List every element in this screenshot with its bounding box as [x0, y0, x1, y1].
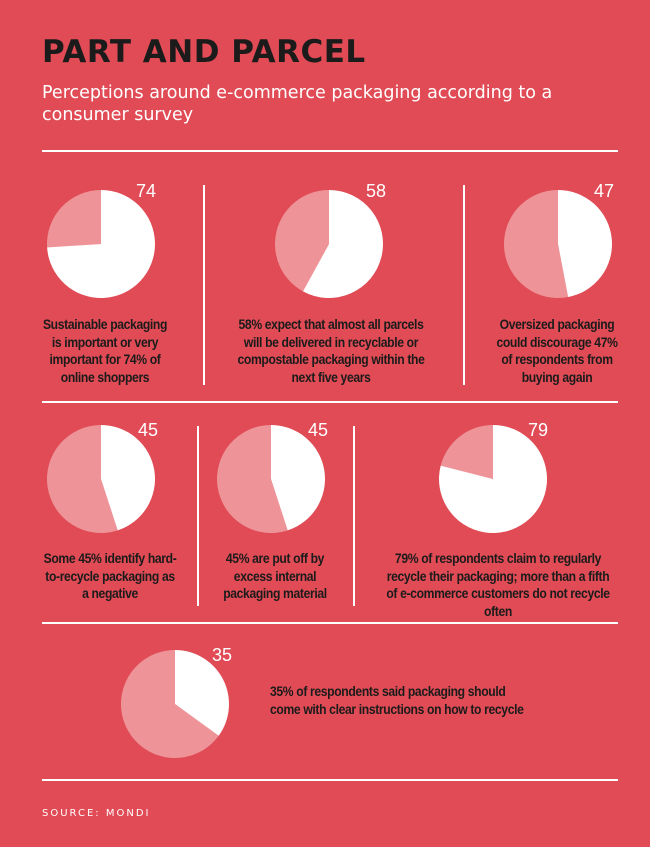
pie-value-label: 74 — [136, 181, 157, 201]
pie-caption: 45% are put off by excess internal packa… — [223, 551, 327, 601]
pie-caption: Oversized packaging could discourage 47%… — [496, 317, 618, 385]
pie-chart-excess-packaging — [217, 425, 325, 533]
pie-slice-remainder — [440, 425, 493, 479]
pie-slice-value — [271, 425, 325, 531]
pie-caption: 58% expect that almost all parcels will … — [237, 317, 425, 385]
divider-vertical-4 — [353, 426, 355, 606]
pie-slice-remainder — [121, 650, 219, 758]
source-note: SOURCE: MONDI — [42, 808, 151, 819]
pie-slice-value — [175, 650, 229, 736]
pie-slice-remainder — [504, 190, 569, 298]
pie-value-label: 79 — [528, 420, 549, 440]
pie-chart-recyclable-expectation — [275, 190, 383, 298]
pie-value-label: 45 — [308, 420, 329, 440]
divider-row2 — [42, 622, 618, 624]
pie-value-label: 58 — [366, 181, 387, 201]
pie-slice-remainder — [47, 190, 101, 248]
pie-slice-value — [101, 425, 156, 531]
pie-slice-remainder — [217, 425, 288, 533]
divider-row1 — [42, 401, 618, 403]
pie-caption: 79% of respondents claim to regularly re… — [386, 551, 610, 619]
pie-slice-value — [302, 190, 383, 298]
pie-slice-value — [558, 190, 612, 298]
pie-chart-clear-instructions — [121, 650, 229, 758]
divider-top — [42, 150, 618, 152]
pie-value-label: 47 — [594, 181, 615, 201]
pie-chart-sustainable — [47, 190, 156, 298]
pie-slice-remainder — [275, 190, 329, 292]
pie-chart-hard-to-recycle — [47, 425, 156, 533]
divider-bottom — [42, 779, 618, 781]
pie-caption: Some 45% identify hard-to-recycle packag… — [43, 551, 177, 601]
divider-vertical-2 — [463, 185, 465, 385]
page-title: PART AND PARCEL — [42, 34, 366, 70]
pie-caption: Sustainable packaging is important or ve… — [42, 317, 168, 385]
pie-chart-oversized — [504, 190, 612, 298]
pie-chart-recycle-regularly — [439, 425, 547, 533]
divider-vertical-3 — [197, 426, 199, 606]
pie-value-label: 45 — [138, 420, 159, 440]
pie-value-label: 35 — [212, 645, 233, 665]
pie-slice-remainder — [47, 425, 118, 533]
pie-slice-value — [47, 190, 156, 298]
pie-caption: 35% of respondents said packaging should… — [270, 684, 524, 717]
pie-slice-value — [439, 425, 547, 533]
divider-vertical-1 — [203, 185, 205, 385]
page-subtitle: Perceptions around e-commerce packaging … — [42, 83, 553, 125]
